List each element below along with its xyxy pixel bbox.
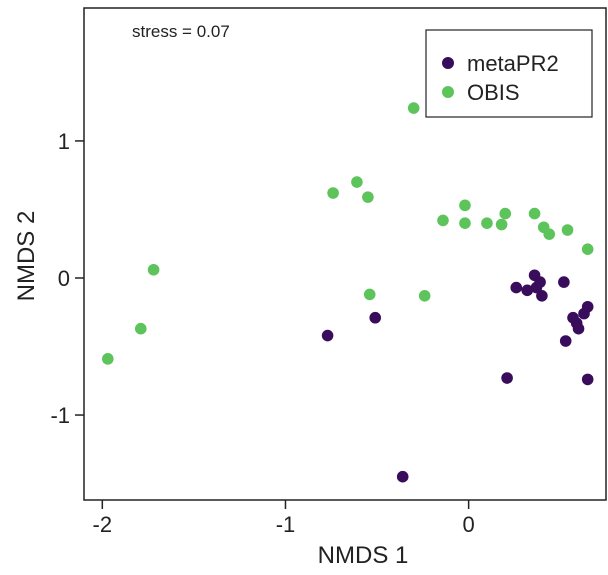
data-point-obis	[581, 243, 594, 256]
legend-marker-obis	[442, 86, 454, 98]
data-point-metapr2	[369, 311, 382, 324]
data-point-obis	[327, 187, 339, 199]
data-point-obis	[418, 289, 431, 302]
data-point-obis	[407, 102, 420, 114]
data-point-obis	[459, 199, 471, 212]
legend: metaPR2 OBIS	[425, 29, 593, 118]
y-tick-label: -1	[50, 403, 70, 428]
data-point-obis	[362, 191, 374, 203]
data-point-metapr2	[521, 284, 534, 297]
data-point-obis	[499, 207, 512, 220]
legend-label-obis: OBIS	[467, 80, 520, 105]
y-axis-title: NMDS 2	[13, 211, 40, 302]
data-point-metapr2	[559, 335, 572, 347]
data-point-obis	[147, 263, 160, 276]
data-point-obis	[495, 218, 508, 231]
x-tick-label: 0	[463, 512, 475, 537]
data-point-obis	[561, 224, 574, 236]
stress-annotation: stress = 0.07	[132, 22, 230, 41]
data-point-metapr2	[581, 373, 594, 386]
data-point-metapr2	[396, 470, 409, 483]
legend-marker-metapr2	[442, 57, 454, 69]
x-axis-ticks: -2 -1 0	[93, 500, 475, 537]
y-axis-ticks: -1 0 1	[50, 129, 84, 428]
data-point-metapr2	[321, 329, 334, 342]
x-tick-label: -1	[276, 512, 296, 537]
points-layer	[102, 102, 594, 483]
x-tick-label: -2	[93, 512, 113, 537]
data-point-obis	[528, 207, 541, 220]
data-point-metapr2	[572, 322, 585, 335]
data-point-metapr2	[501, 372, 513, 384]
data-point-obis	[459, 217, 471, 229]
data-point-obis	[363, 288, 376, 301]
data-point-metapr2	[558, 276, 570, 288]
data-point-metapr2	[534, 276, 546, 288]
y-tick-label: 0	[58, 266, 70, 291]
data-point-metapr2	[536, 289, 548, 302]
data-point-obis	[102, 353, 114, 365]
data-point-obis	[351, 176, 363, 188]
data-point-obis	[437, 214, 449, 227]
x-axis-title: NMDS 1	[318, 542, 409, 569]
data-point-metapr2	[581, 300, 594, 313]
legend-label-metapr2: metaPR2	[467, 51, 559, 76]
y-tick-label: 1	[58, 129, 70, 154]
data-point-metapr2	[510, 281, 523, 294]
data-point-obis	[134, 322, 147, 335]
data-point-obis	[481, 217, 493, 229]
data-point-obis	[543, 228, 556, 240]
legend-box	[425, 29, 593, 118]
